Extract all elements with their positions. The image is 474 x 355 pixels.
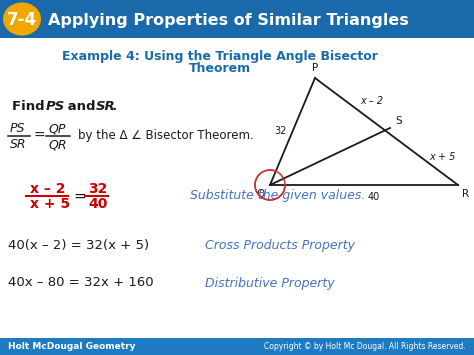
Text: and: and: [63, 100, 100, 113]
Text: .: .: [112, 100, 117, 113]
Text: Holt McDougal Geometry: Holt McDougal Geometry: [8, 342, 136, 351]
Text: Distributive Property: Distributive Property: [205, 277, 335, 289]
Text: =: =: [34, 129, 46, 143]
Text: 7-4: 7-4: [7, 11, 37, 29]
Text: x – 2: x – 2: [30, 182, 65, 196]
Text: 32: 32: [88, 182, 108, 196]
Text: =: =: [73, 189, 86, 203]
Text: PS: PS: [46, 100, 65, 113]
Text: 40x – 80 = 32x + 160: 40x – 80 = 32x + 160: [8, 277, 154, 289]
Text: 40: 40: [368, 192, 380, 202]
Text: 32: 32: [274, 126, 286, 137]
Text: R: R: [462, 189, 469, 199]
Text: S: S: [395, 116, 401, 126]
Bar: [0, 338, 474, 355]
Text: x + 5: x + 5: [30, 197, 70, 211]
Text: x – 2: x – 2: [361, 96, 383, 106]
Text: Theorem: Theorem: [189, 62, 251, 75]
Text: Find: Find: [12, 100, 49, 113]
Text: Applying Properties of Similar Triangles: Applying Properties of Similar Triangles: [48, 12, 409, 27]
Text: P: P: [312, 63, 318, 73]
Text: Q: Q: [257, 189, 265, 199]
Text: QR: QR: [48, 138, 66, 151]
Ellipse shape: [3, 2, 41, 36]
Text: Example 4: Using the Triangle Angle Bisector: Example 4: Using the Triangle Angle Bise…: [62, 50, 378, 63]
Text: x + 5: x + 5: [429, 152, 456, 162]
Text: Substitute the given values.: Substitute the given values.: [190, 190, 365, 202]
Text: PS: PS: [10, 122, 26, 135]
Text: SR: SR: [10, 138, 27, 151]
Text: QP: QP: [48, 122, 65, 135]
Text: SR: SR: [96, 100, 116, 113]
Bar: [0, 0, 474, 38]
Text: 40(x – 2) = 32(x + 5): 40(x – 2) = 32(x + 5): [8, 239, 149, 251]
Text: Copyright © by Holt Mc Dougal. All Rights Reserved.: Copyright © by Holt Mc Dougal. All Right…: [264, 342, 466, 351]
Text: Cross Products Property: Cross Products Property: [205, 239, 355, 251]
Text: by the Δ ∠ Bisector Theorem.: by the Δ ∠ Bisector Theorem.: [78, 130, 254, 142]
Text: 40: 40: [88, 197, 108, 211]
